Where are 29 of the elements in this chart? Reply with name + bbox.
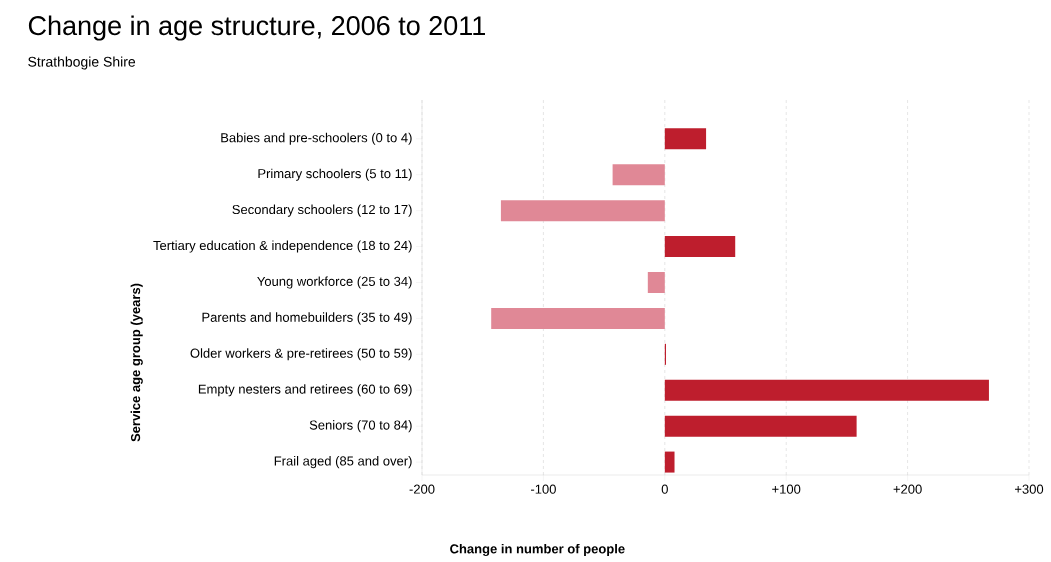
bar [612, 164, 665, 186]
y-tick-label: Babies and pre-schoolers (0 to 4) [221, 132, 412, 145]
x-tick-label: +200 [893, 484, 922, 494]
y-tick-label: Frail aged (85 and over) [274, 456, 412, 469]
bar [664, 451, 675, 473]
bar [664, 415, 857, 437]
y-tick-label: Primary schoolers (5 to 11) [258, 168, 412, 181]
y-tick-label: Seniors (70 to 84) [309, 420, 412, 433]
y-tick-label: Tertiary education & independence (18 to 24) [153, 240, 412, 253]
bar [647, 271, 665, 293]
y-tick-label: Parents and homebuilders (35 to 49) [202, 312, 412, 325]
x-axis-title: Change in number of people [450, 543, 625, 557]
y-tick-label: Empty nesters and retirees (60 to 69) [198, 384, 412, 397]
y-tick-label: Secondary schoolers (12 to 17) [232, 204, 412, 217]
y-tick-label: Older workers & pre-retirees (50 to 59) [190, 348, 412, 361]
bar [491, 307, 665, 329]
x-tick-label: +300 [1014, 484, 1044, 494]
x-tick-label: -100 [530, 484, 556, 494]
text: Strathbogie Shire [28, 56, 136, 70]
x-tick-label: -200 [409, 484, 435, 494]
x-tick-label: 0 [661, 484, 668, 494]
y-tick-label: Young workforce (25 to 34) [257, 276, 412, 289]
bar [664, 379, 989, 401]
bar [500, 200, 665, 222]
bar [664, 128, 707, 150]
x-tick-label: +100 [772, 484, 801, 494]
bar [664, 236, 736, 258]
y-axis-title: Service age group (years) [130, 283, 143, 442]
chart-title: Change in age structure, 2006 to 2011 [28, 15, 485, 41]
